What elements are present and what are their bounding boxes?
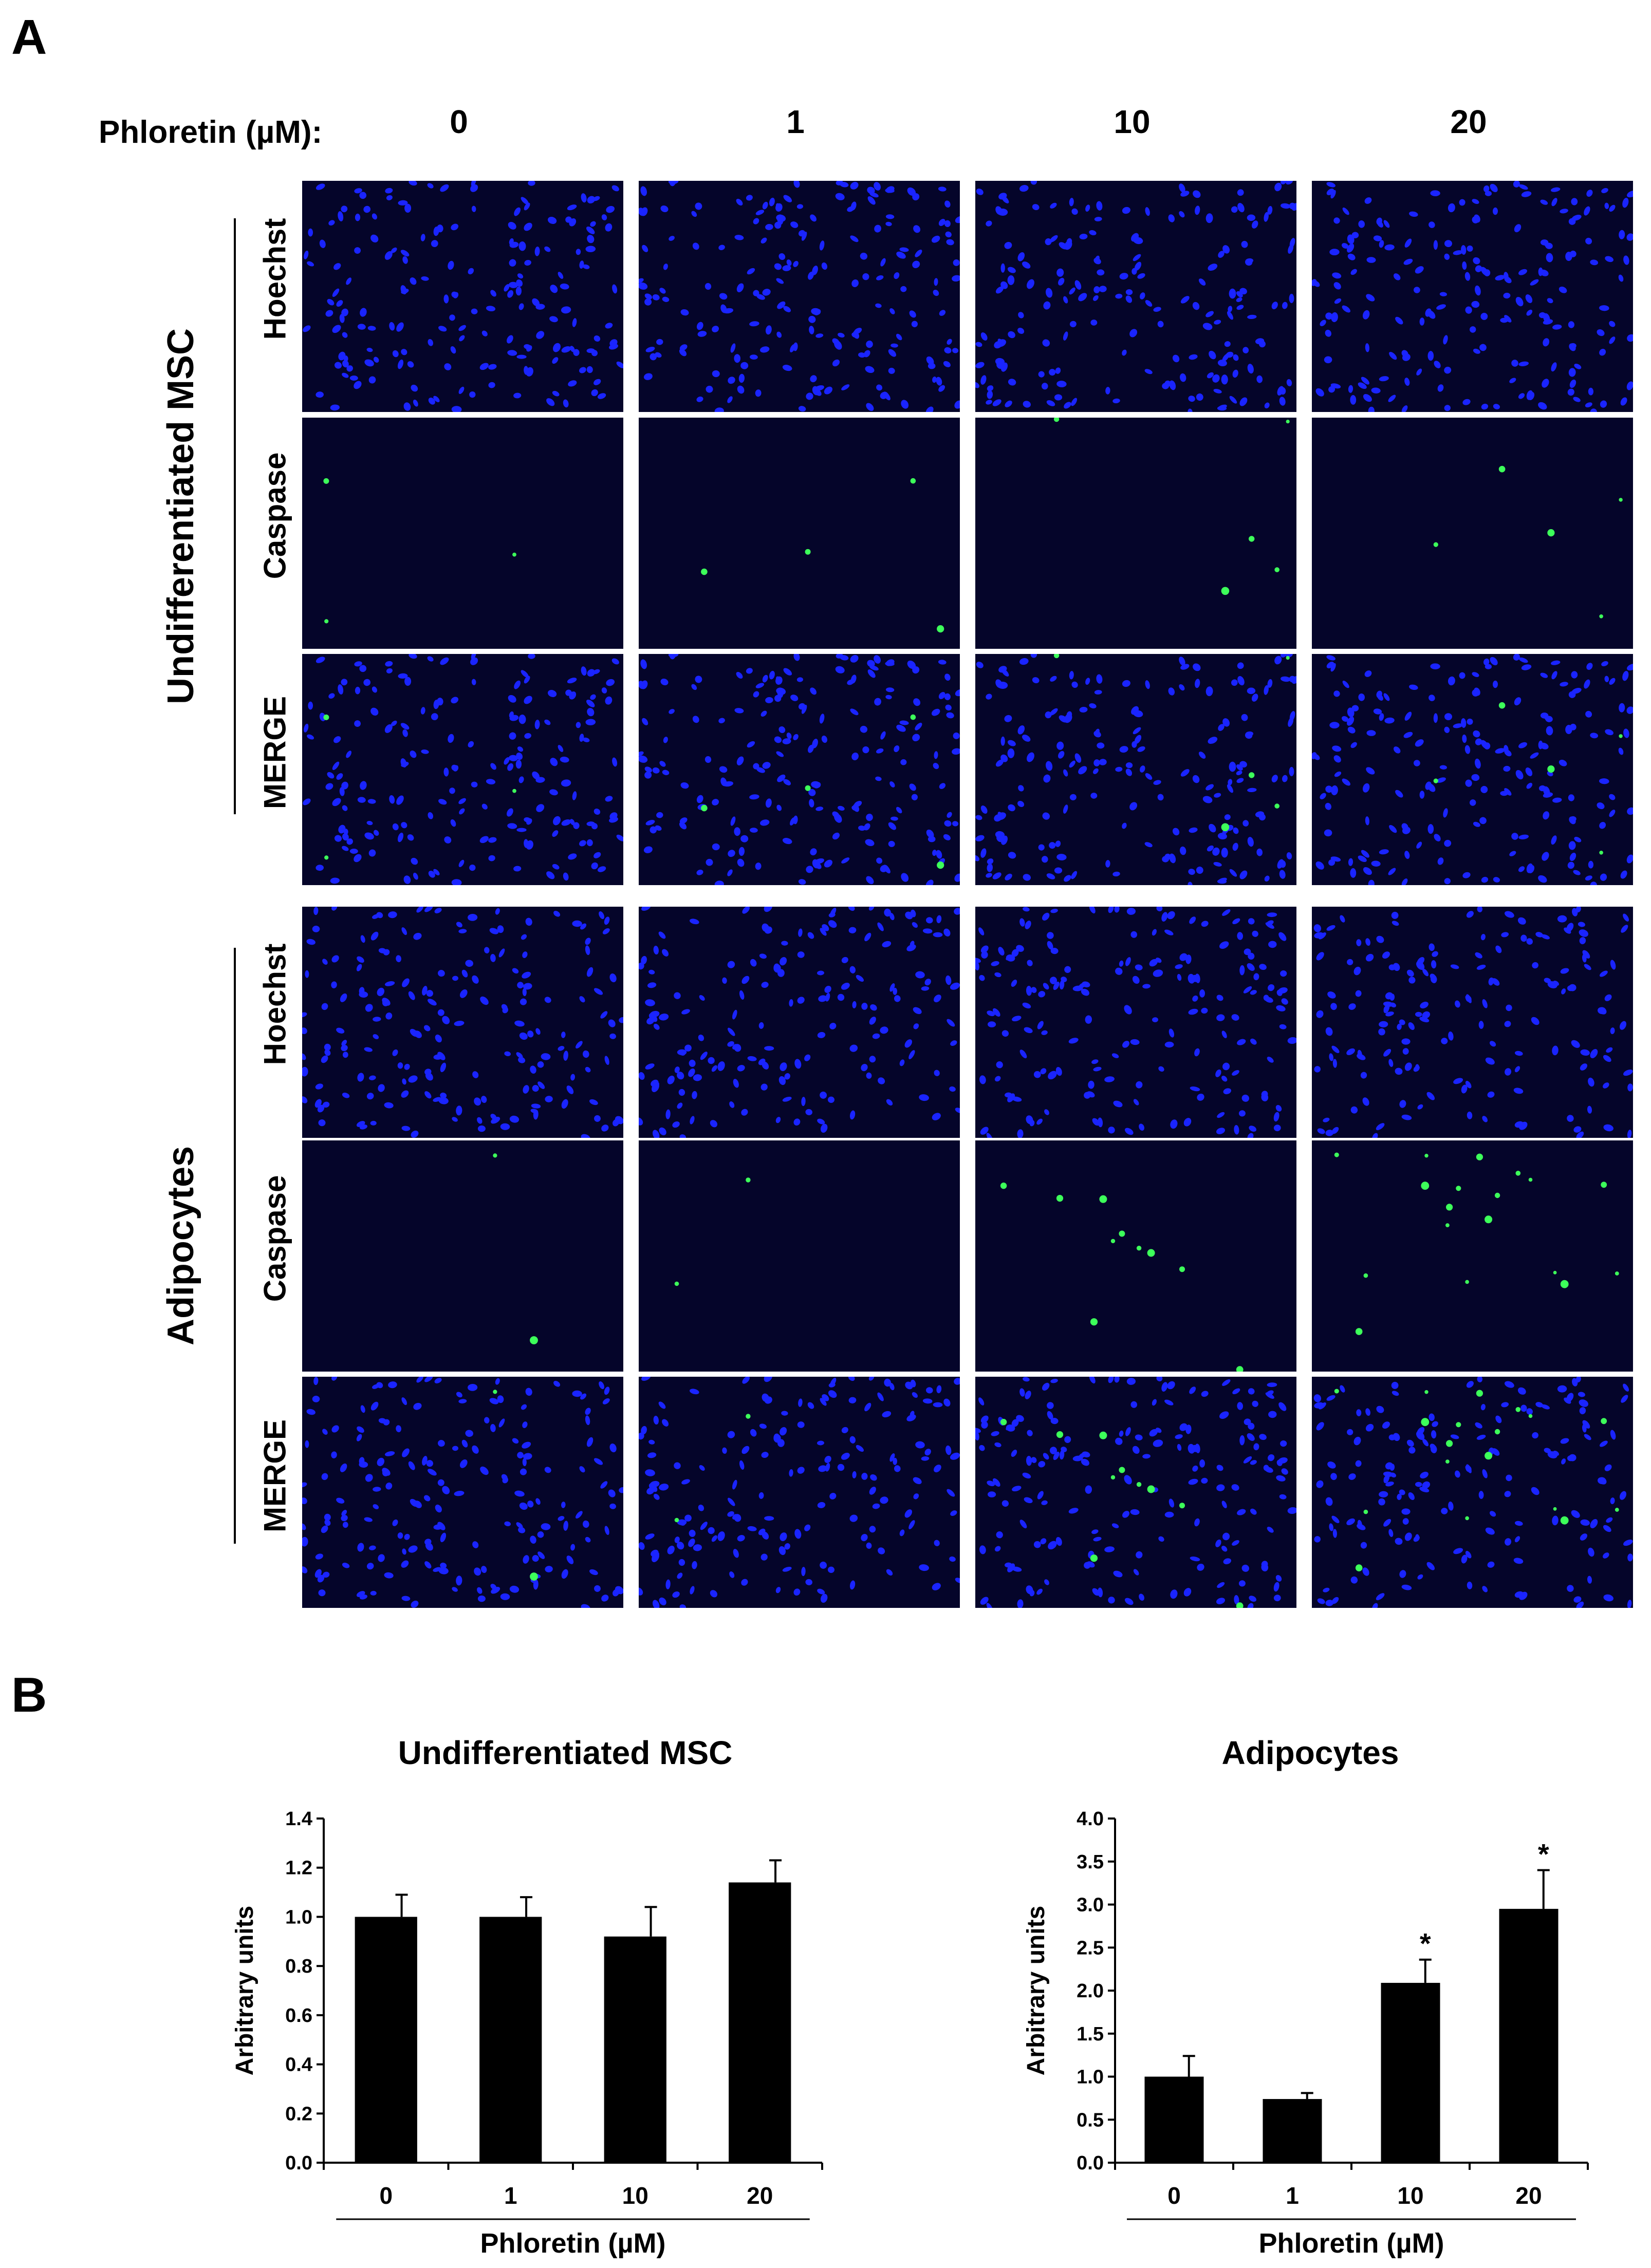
micrograph-msc-merge-1um [639, 654, 960, 885]
x-axis-label-undifferentiated-msc: Phloretin (µM) [480, 2228, 665, 2259]
bar-undifferentiated-msc-1 [479, 1917, 542, 2163]
group-label-adipocytes: Adipocytes [160, 1146, 201, 1346]
bar-adipocytes-10 [1381, 1982, 1440, 2163]
row-label-caspase-adipocytes: Caspase [257, 1175, 292, 1302]
micrograph-adipocytes-hoechst-20um [1312, 907, 1633, 1138]
x-tick-label-undifferentiated-msc-10: 10 [622, 2182, 648, 2209]
phloretin-header-label: Phloretin (µM): [99, 115, 323, 150]
micrograph-adipocytes-merge-1um [639, 1377, 960, 1608]
y-tick-label-undifferentiated-msc: 0.2 [285, 2103, 312, 2125]
concentration-label-1: 1 [786, 103, 805, 140]
y-tick-label-undifferentiated-msc: 0.8 [285, 1956, 312, 1977]
bar-undifferentiated-msc-20 [729, 1882, 791, 2163]
micrograph-adipocytes-hoechst-0um [302, 907, 623, 1138]
micrograph-msc-hoechst-1um [639, 181, 960, 412]
y-tick-label-undifferentiated-msc: 0.6 [285, 2005, 312, 2027]
bar-adipocytes-0 [1144, 2076, 1204, 2163]
micrograph-msc-merge-10um [975, 654, 1296, 885]
panel-b-letter: B [11, 1667, 47, 1722]
x-tick-label-adipocytes-20: 20 [1515, 2182, 1542, 2209]
row-label-caspase-msc: Caspase [257, 452, 292, 579]
y-tick-label-adipocytes: 3.5 [1077, 1851, 1104, 1873]
y-axis-label-adipocytes: Arbitrary units [1023, 1906, 1050, 2076]
bar-adipocytes-1 [1263, 2099, 1322, 2163]
bar-adipocytes-20 [1499, 1908, 1559, 2163]
bar-undifferentiated-msc-0 [355, 1917, 417, 2163]
y-tick-label-adipocytes: 2.0 [1077, 1980, 1104, 2002]
y-tick-label-adipocytes: 0.5 [1077, 2109, 1104, 2131]
micrograph-msc-caspase-0um [302, 418, 623, 649]
panel-a-letter: A [11, 10, 47, 65]
y-tick-label-undifferentiated-msc: 1.0 [285, 1906, 312, 1928]
micrograph-msc-hoechst-0um [302, 181, 623, 412]
micrograph-adipocytes-merge-10um [975, 1377, 1296, 1608]
concentration-label-0: 0 [450, 103, 468, 140]
x-tick-label-undifferentiated-msc-0: 0 [379, 2182, 393, 2209]
x-tick-label-undifferentiated-msc-20: 20 [747, 2182, 773, 2209]
bar-undifferentiated-msc-10 [604, 1936, 666, 2163]
y-tick-label-adipocytes: 1.0 [1077, 2067, 1104, 2088]
micrograph-adipocytes-caspase-1um [639, 1140, 960, 1372]
y-tick-label-undifferentiated-msc: 0.4 [285, 2054, 312, 2076]
row-label-hoechst-msc: Hoechst [257, 218, 292, 340]
chart-title-undifferentiated-msc: Undifferentiated MSC [398, 1734, 733, 1771]
significance-marker-adipocytes-10: * [1420, 1927, 1431, 1960]
micrograph-adipocytes-caspase-10um [975, 1140, 1296, 1372]
micrograph-adipocytes-hoechst-10um [975, 907, 1296, 1138]
micrograph-adipocytes-caspase-0um [302, 1140, 623, 1372]
micrograph-adipocytes-caspase-20um [1312, 1140, 1633, 1372]
micrograph-adipocytes-merge-20um [1312, 1377, 1633, 1608]
micrograph-msc-merge-20um [1312, 654, 1633, 885]
micrograph-msc-merge-0um [302, 654, 623, 885]
x-tick-label-undifferentiated-msc-1: 1 [504, 2182, 517, 2209]
undifferentiated-group-bracket [234, 218, 236, 814]
micrograph-msc-caspase-10um [975, 418, 1296, 649]
y-tick-label-adipocytes: 3.0 [1077, 1895, 1104, 1916]
micrograph-msc-caspase-1um [639, 418, 960, 649]
row-label-merge-adipocytes: MERGE [257, 1419, 292, 1533]
concentration-label-10: 10 [1114, 103, 1151, 140]
row-label-merge-msc: MERGE [257, 696, 292, 810]
y-tick-label-adipocytes: 2.5 [1077, 1937, 1104, 1959]
y-tick-label-undifferentiated-msc: 1.2 [285, 1858, 312, 1879]
bar-chart-adipocytes: 0.0 0.5 1.0 1.5 2.0 2.5 3.0 3.5 4.0 Arbitrary uni… [1023, 1808, 1589, 2259]
y-tick-label-adipocytes: 0.0 [1077, 2152, 1104, 2174]
y-tick-label-adipocytes: 1.5 [1077, 2023, 1104, 2045]
y-tick-label-undifferentiated-msc: 1.4 [285, 1808, 312, 1830]
micrograph-msc-caspase-20um [1312, 418, 1633, 649]
chart-title-adipocytes: Adipocytes [1221, 1734, 1399, 1771]
x-tick-label-adipocytes-0: 0 [1167, 2182, 1181, 2209]
significance-marker-adipocytes-20: * [1538, 1838, 1549, 1870]
micrograph-adipocytes-merge-0um [302, 1377, 623, 1608]
x-axis-label-adipocytes: Phloretin (µM) [1258, 2228, 1444, 2259]
row-label-hoechst-adipocytes: Hoechst [257, 943, 292, 1065]
y-tick-label-adipocytes: 4.0 [1077, 1808, 1104, 1830]
x-tick-label-adipocytes-1: 1 [1286, 2182, 1299, 2209]
bar-chart-undifferentiated-msc: 0.0 0.2 0.4 0.6 0.8 1.0 1.2 1.4 Arbitrary units 0… [231, 1808, 823, 2259]
group-label-undifferentiated-msc: Undifferentiated MSC [160, 328, 201, 705]
y-axis-label-undifferentiated-msc: Arbitrary units [231, 1906, 258, 2076]
micrograph-msc-hoechst-20um [1312, 181, 1633, 412]
adipocytes-group-bracket [234, 948, 236, 1544]
concentration-label-20: 20 [1450, 103, 1487, 140]
micrograph-msc-hoechst-10um [975, 181, 1296, 412]
x-tick-label-adipocytes-10: 10 [1397, 2182, 1423, 2209]
y-tick-label-undifferentiated-msc: 0.0 [285, 2152, 312, 2174]
micrograph-adipocytes-hoechst-1um [639, 907, 960, 1138]
